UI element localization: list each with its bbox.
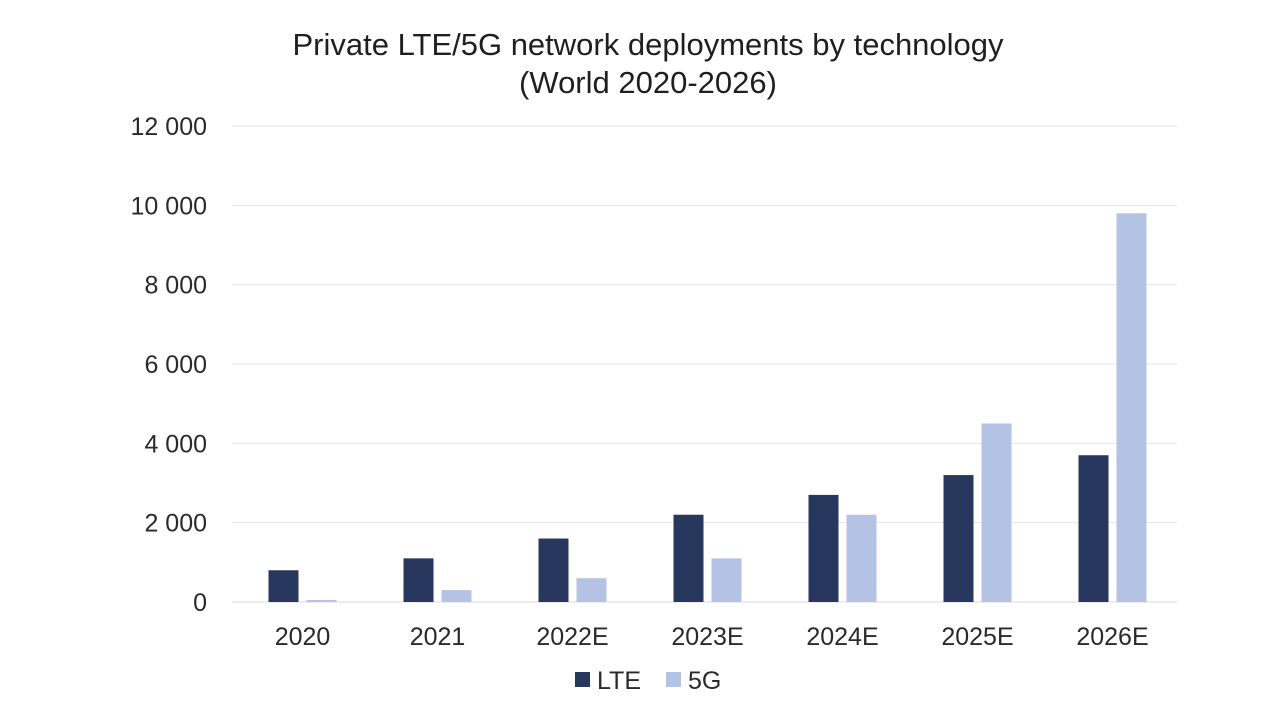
bar-5g-2026e [1116,213,1147,602]
legend: LTE 5G [575,667,721,695]
bar-lte-2023e [673,514,704,602]
x-axis-ticks: 2020 2021 2022E 2023E 2024E 2025E 2026E [275,623,1149,651]
x-tick-label: 2023E [671,623,743,651]
bar-5g-2024e [846,514,877,602]
y-tick-label: 4 000 [144,430,207,458]
bar-lte-2020 [268,570,299,602]
x-tick-label: 2025E [941,623,1013,651]
y-axis-ticks: 0 2 000 4 000 6 000 8 000 10 000 12 000 [131,113,207,617]
legend-swatch-lte [575,672,590,687]
bars [268,213,1147,602]
y-tick-label: 10 000 [131,192,207,220]
chart-subtitle: (World 2020-2026) [519,65,777,100]
bar-lte-2021 [403,558,434,602]
bar-lte-2026e [1078,455,1109,602]
legend-label-lte: LTE [597,667,641,695]
y-tick-label: 8 000 [144,272,207,300]
bar-lte-2024e [808,494,839,602]
bar-5g-2020 [306,600,337,602]
x-tick-label: 2020 [275,623,331,651]
y-tick-label: 0 [193,589,207,617]
y-tick-label: 2 000 [144,510,207,538]
y-tick-label: 6 000 [144,351,207,379]
bar-5g-2025e [981,423,1012,602]
legend-swatch-5g [666,672,681,687]
bar-5g-2022e [576,578,607,602]
bar-5g-2023e [711,558,742,602]
y-tick-label: 12 000 [131,113,207,141]
x-tick-label: 2022E [536,623,608,651]
chart-title: Private LTE/5G network deployments by te… [292,27,1004,62]
bar-5g-2021 [441,590,472,602]
bar-lte-2025e [943,475,974,602]
gridlines [232,125,1177,603]
x-tick-label: 2021 [410,623,466,651]
bar-lte-2022e [538,538,569,602]
legend-label-5g: 5G [688,667,721,695]
x-tick-label: 2024E [806,623,878,651]
x-tick-label: 2026E [1076,623,1148,651]
